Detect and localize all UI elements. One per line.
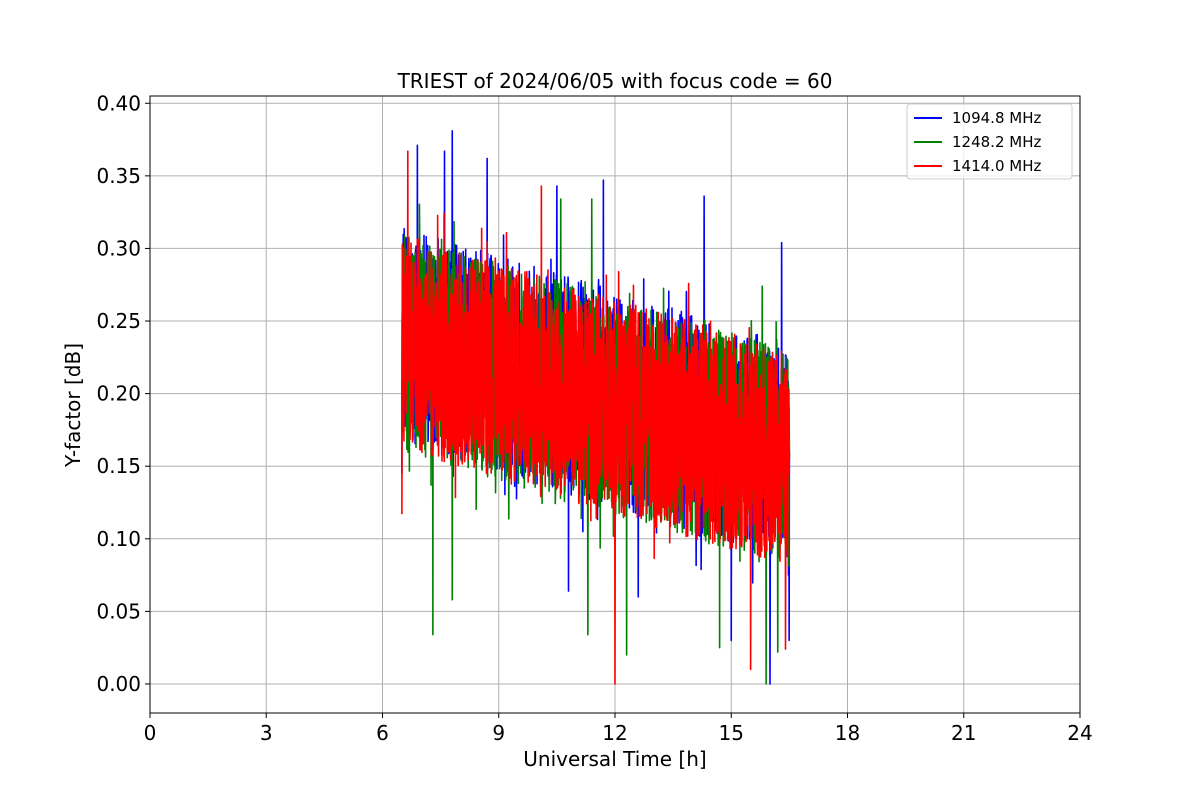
x-tick-label: 0 (144, 721, 157, 745)
x-axis-title: Universal Time [h] (523, 747, 706, 771)
plot-area (401, 130, 791, 685)
x-tick-label: 24 (1067, 721, 1092, 745)
y-axis: 0.00 0.05 0.10 0.15 0.20 0.25 0.30 0.35 0.40 (96, 91, 150, 696)
y-tick-label: 0.40 (96, 91, 141, 115)
x-tick-label: 15 (719, 721, 744, 745)
x-tick-label: 21 (951, 721, 976, 745)
y-tick-label: 0.30 (96, 236, 141, 260)
x-tick-label: 12 (602, 721, 627, 745)
legend-label: 1248.2 MHz (952, 133, 1041, 151)
y-tick-label: 0.15 (96, 454, 141, 478)
series-layer (401, 130, 791, 685)
x-tick-label: 6 (376, 721, 389, 745)
chart-title: TRIEST of 2024/06/05 with focus code = 6… (397, 69, 833, 93)
y-tick-label: 0.35 (96, 164, 141, 188)
x-tick-label: 9 (492, 721, 505, 745)
legend-label: 1414.0 MHz (952, 157, 1041, 175)
legend-box (906, 103, 1073, 180)
x-tick-label: 3 (260, 721, 273, 745)
y-tick-label: 0.25 (96, 309, 141, 333)
x-axis: 0 3 6 9 12 15 18 21 24 (144, 713, 1093, 745)
legend-label: 1094.8 MHz (952, 109, 1041, 127)
y-tick-label: 0.05 (96, 599, 141, 623)
x-tick-label: 18 (835, 721, 860, 745)
series-line (401, 150, 791, 685)
y-tick-label: 0.20 (96, 382, 141, 406)
legend: 1094.8 MHz 1248.2 MHz 1414.0 MHz (906, 103, 1073, 180)
y-tick-label: 0.10 (96, 527, 141, 551)
y-tick-label: 0.00 (96, 672, 141, 696)
y-axis-title: Y-factor [dB] (61, 343, 85, 468)
